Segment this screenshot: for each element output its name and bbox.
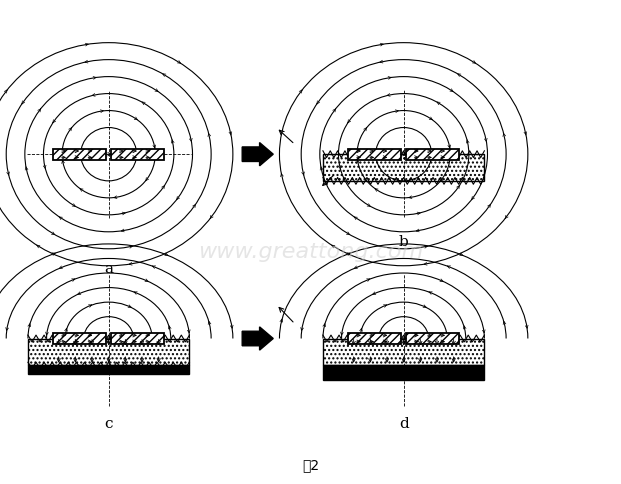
Bar (323, 155, 484, 182)
Bar (406, 150, 459, 160)
Text: a: a (104, 262, 113, 275)
FancyArrow shape (242, 327, 273, 350)
Bar (28, 339, 189, 365)
Bar (111, 150, 164, 160)
Bar (406, 333, 459, 344)
Text: d: d (399, 417, 409, 430)
Text: www.greattong.com: www.greattong.com (198, 242, 423, 262)
Bar (53, 333, 106, 344)
Bar (323, 365, 484, 380)
Bar (323, 339, 484, 365)
Bar (348, 150, 401, 160)
Text: b: b (399, 235, 409, 249)
Bar (348, 333, 401, 344)
Text: 图2: 图2 (302, 458, 319, 471)
Bar (28, 365, 189, 374)
Bar (53, 150, 106, 160)
FancyArrow shape (242, 143, 273, 166)
Text: c: c (104, 417, 113, 430)
Bar (111, 333, 164, 344)
